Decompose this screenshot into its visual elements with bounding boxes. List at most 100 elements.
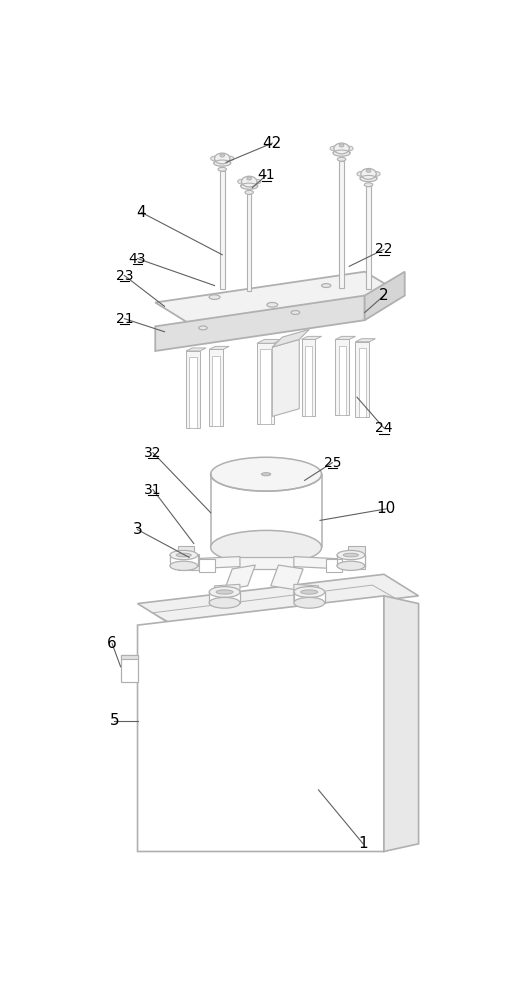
Ellipse shape: [337, 157, 346, 161]
Ellipse shape: [333, 150, 350, 156]
Ellipse shape: [199, 326, 207, 330]
Polygon shape: [238, 557, 295, 569]
Polygon shape: [348, 546, 365, 555]
Ellipse shape: [214, 160, 231, 166]
Ellipse shape: [238, 179, 245, 184]
Text: 42: 42: [263, 136, 282, 151]
Polygon shape: [294, 557, 341, 569]
Ellipse shape: [294, 597, 325, 608]
Text: 31: 31: [144, 483, 162, 497]
Polygon shape: [260, 349, 271, 424]
Text: 25: 25: [324, 456, 341, 470]
Polygon shape: [137, 574, 419, 625]
Ellipse shape: [337, 561, 365, 570]
Ellipse shape: [291, 311, 299, 314]
Polygon shape: [335, 339, 349, 415]
Ellipse shape: [364, 183, 373, 187]
Polygon shape: [294, 592, 325, 603]
Ellipse shape: [215, 153, 230, 164]
Polygon shape: [155, 296, 365, 351]
Polygon shape: [340, 555, 365, 569]
Polygon shape: [155, 272, 405, 326]
Ellipse shape: [220, 154, 225, 157]
Polygon shape: [257, 343, 274, 424]
Ellipse shape: [209, 597, 240, 608]
Polygon shape: [186, 351, 200, 428]
Ellipse shape: [241, 183, 258, 189]
Ellipse shape: [211, 156, 218, 161]
Ellipse shape: [366, 169, 371, 172]
Polygon shape: [220, 171, 225, 289]
Polygon shape: [272, 339, 299, 416]
Polygon shape: [121, 655, 137, 659]
Polygon shape: [189, 357, 197, 428]
Ellipse shape: [343, 553, 359, 557]
Polygon shape: [212, 356, 220, 426]
Text: 23: 23: [116, 269, 133, 283]
Ellipse shape: [262, 473, 271, 476]
Text: 21: 21: [116, 312, 133, 326]
Polygon shape: [384, 596, 419, 852]
Polygon shape: [209, 592, 240, 603]
Text: 32: 32: [144, 446, 162, 460]
Ellipse shape: [226, 156, 234, 161]
Ellipse shape: [322, 284, 331, 287]
Text: 41: 41: [258, 168, 275, 182]
Ellipse shape: [337, 550, 365, 560]
Ellipse shape: [209, 295, 220, 299]
Ellipse shape: [216, 590, 233, 594]
Ellipse shape: [372, 172, 380, 176]
Polygon shape: [211, 474, 322, 547]
Ellipse shape: [211, 457, 322, 491]
Polygon shape: [272, 329, 309, 347]
Polygon shape: [153, 585, 407, 633]
Polygon shape: [225, 565, 256, 590]
Polygon shape: [337, 555, 365, 566]
Polygon shape: [356, 342, 369, 417]
Polygon shape: [209, 349, 223, 426]
Ellipse shape: [245, 190, 254, 194]
Ellipse shape: [345, 146, 353, 151]
Ellipse shape: [170, 561, 197, 570]
Polygon shape: [339, 161, 344, 288]
Ellipse shape: [330, 146, 338, 151]
Polygon shape: [301, 336, 322, 339]
Ellipse shape: [267, 302, 278, 307]
Ellipse shape: [360, 175, 377, 182]
Ellipse shape: [361, 169, 376, 179]
Polygon shape: [137, 596, 384, 852]
Polygon shape: [209, 346, 229, 349]
Polygon shape: [326, 559, 341, 572]
Ellipse shape: [253, 179, 261, 184]
Polygon shape: [294, 584, 319, 603]
Ellipse shape: [334, 143, 349, 154]
Text: 24: 24: [375, 421, 393, 435]
Ellipse shape: [209, 587, 240, 597]
Ellipse shape: [211, 530, 322, 564]
Ellipse shape: [294, 587, 325, 597]
Text: 10: 10: [377, 501, 396, 516]
Polygon shape: [338, 346, 346, 415]
Polygon shape: [335, 336, 356, 339]
Ellipse shape: [301, 590, 318, 594]
Ellipse shape: [170, 550, 197, 560]
Text: 43: 43: [129, 252, 146, 266]
Text: 2: 2: [379, 288, 389, 303]
Ellipse shape: [218, 167, 226, 171]
Text: 6: 6: [107, 636, 117, 651]
Ellipse shape: [247, 177, 251, 180]
Text: 3: 3: [133, 522, 142, 537]
Text: 22: 22: [375, 242, 393, 256]
Ellipse shape: [339, 144, 344, 147]
Polygon shape: [257, 339, 281, 343]
Text: 1: 1: [359, 836, 368, 851]
Ellipse shape: [357, 172, 365, 176]
Polygon shape: [301, 339, 316, 416]
Polygon shape: [247, 194, 251, 291]
Polygon shape: [199, 559, 215, 572]
Polygon shape: [271, 565, 303, 590]
Ellipse shape: [176, 553, 191, 557]
Polygon shape: [215, 584, 240, 603]
Polygon shape: [356, 339, 375, 342]
Polygon shape: [170, 555, 197, 566]
